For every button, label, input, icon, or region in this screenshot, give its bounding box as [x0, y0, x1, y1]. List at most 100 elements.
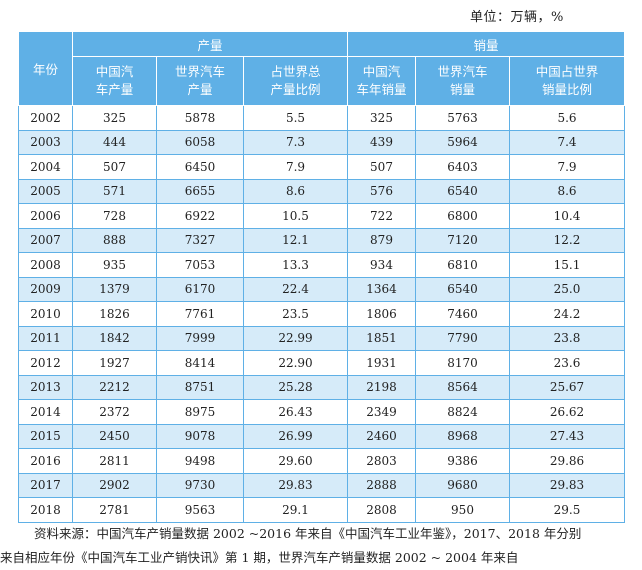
year-cell: 2014 [18, 399, 73, 425]
table-cell: 25.67 [509, 374, 625, 400]
table-cell: 6540 [415, 178, 510, 204]
table-cell: 325 [72, 105, 157, 131]
table-cell: 1851 [347, 325, 416, 351]
table-cell: 879 [347, 227, 416, 253]
table-cell: 7.9 [243, 154, 348, 180]
table-row: 2014 2372 8975 26.43 2349 8824 26.62 [18, 399, 625, 425]
world-sales-header: 世界汽车 销量 [415, 56, 510, 106]
table-cell: 29.83 [509, 472, 625, 498]
year-cell: 2009 [18, 276, 73, 302]
table-cell: 2781 [72, 497, 157, 523]
table-cell: 24.2 [509, 301, 625, 327]
year-cell: 2018 [18, 497, 73, 523]
table-cell: 722 [347, 203, 416, 229]
table-cell: 1364 [347, 276, 416, 302]
table-cell: 25.0 [509, 276, 625, 302]
table-cell: 888 [72, 227, 157, 253]
table-cell: 26.99 [243, 423, 348, 449]
sales-share-header: 中国占世界 销量比例 [509, 56, 625, 106]
table-cell: 7460 [415, 301, 510, 327]
table-cell: 325 [347, 105, 416, 131]
table-row: 2016 2811 9498 29.60 2803 9386 29.86 [18, 448, 625, 474]
table-cell: 7.3 [243, 129, 348, 155]
table-cell: 26.43 [243, 399, 348, 425]
table-row: 2008 935 7053 13.3 934 6810 15.1 [18, 252, 625, 278]
table-cell: 2372 [72, 399, 157, 425]
year-cell: 2008 [18, 252, 73, 278]
table-cell: 5878 [156, 105, 244, 131]
year-header: 年份 [18, 31, 73, 106]
year-cell: 2003 [18, 129, 73, 155]
table-cell: 29.1 [243, 497, 348, 523]
table-cell: 8751 [156, 374, 244, 400]
table-cell: 7761 [156, 301, 244, 327]
year-cell: 2005 [18, 178, 73, 204]
table-cell: 10.4 [509, 203, 625, 229]
year-cell: 2015 [18, 423, 73, 449]
table-row: 2004 507 6450 7.9 507 6403 7.9 [18, 154, 625, 180]
table-cell: 22.99 [243, 325, 348, 351]
year-cell: 2012 [18, 350, 73, 376]
table-cell: 1931 [347, 350, 416, 376]
year-cell: 2013 [18, 374, 73, 400]
table-cell: 6170 [156, 276, 244, 302]
table-cell: 444 [72, 129, 157, 155]
table-cell: 5763 [415, 105, 510, 131]
china-production-header: 中国汽 车产量 [72, 56, 157, 106]
year-cell: 2006 [18, 203, 73, 229]
table-cell: 2888 [347, 472, 416, 498]
table-cell: 8824 [415, 399, 510, 425]
table-cell: 6403 [415, 154, 510, 180]
table-cell: 950 [415, 497, 510, 523]
table-cell: 6540 [415, 276, 510, 302]
table-cell: 6058 [156, 129, 244, 155]
table-cell: 2349 [347, 399, 416, 425]
table-cell: 935 [72, 252, 157, 278]
table-cell: 728 [72, 203, 157, 229]
sales-group-header: 销量 [347, 31, 625, 57]
table-cell: 8.6 [509, 178, 625, 204]
table-cell: 2902 [72, 472, 157, 498]
table-cell: 8.6 [243, 178, 348, 204]
table-row: 2015 2450 9078 26.99 2460 8968 27.43 [18, 423, 625, 449]
table-row: 2013 2212 8751 25.28 2198 8564 25.67 [18, 374, 625, 400]
table-cell: 8414 [156, 350, 244, 376]
table-cell: 9386 [415, 448, 510, 474]
table-cell: 12.2 [509, 227, 625, 253]
table-row: 2007 888 7327 12.1 879 7120 12.2 [18, 227, 625, 253]
table-row: 2009 1379 6170 22.4 1364 6540 25.0 [18, 276, 625, 302]
table-row: 2010 1826 7761 23.5 1806 7460 24.2 [18, 301, 625, 327]
table-row: 2017 2902 9730 29.83 2888 9680 29.83 [18, 472, 625, 498]
table-cell: 2198 [347, 374, 416, 400]
table-cell: 2803 [347, 448, 416, 474]
table-cell: 507 [347, 154, 416, 180]
source-note-line-1: 资料来源：中国汽车产销量数据 2002 ~2016 年来自《中国汽车工业年鉴》，… [34, 526, 582, 541]
table-cell: 439 [347, 129, 416, 155]
table-cell: 2450 [72, 423, 157, 449]
auto-production-sales-table: 年份 产量 销量 中国汽 车产量 世界汽车 产量 占世界总 产量比例 中国汽 车年销量 世界汽车… [18, 31, 625, 523]
table-cell: 29.86 [509, 448, 625, 474]
year-cell: 2017 [18, 472, 73, 498]
table-row: 2006 728 6922 10.5 722 6800 10.4 [18, 203, 625, 229]
table-cell: 7053 [156, 252, 244, 278]
table-cell: 6655 [156, 178, 244, 204]
table-cell: 22.4 [243, 276, 348, 302]
table-cell: 576 [347, 178, 416, 204]
table-cell: 7120 [415, 227, 510, 253]
table-row: 2012 1927 8414 22.90 1931 8170 23.6 [18, 350, 625, 376]
table-cell: 9078 [156, 423, 244, 449]
year-cell: 2007 [18, 227, 73, 253]
table-cell: 29.5 [509, 497, 625, 523]
table-cell: 15.1 [509, 252, 625, 278]
table-cell: 5.5 [243, 105, 348, 131]
year-cell: 2010 [18, 301, 73, 327]
table-row: 2003 444 6058 7.3 439 5964 7.4 [18, 129, 625, 155]
table-cell: 6800 [415, 203, 510, 229]
year-cell: 2004 [18, 154, 73, 180]
table-cell: 9730 [156, 472, 244, 498]
table-cell: 29.60 [243, 448, 348, 474]
table-cell: 12.1 [243, 227, 348, 253]
year-cell: 2011 [18, 325, 73, 351]
table-cell: 8170 [415, 350, 510, 376]
table-cell: 23.6 [509, 350, 625, 376]
